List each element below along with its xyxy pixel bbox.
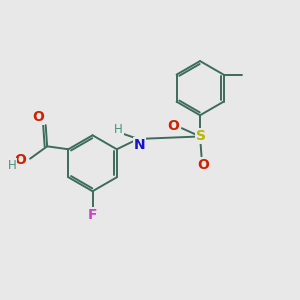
Text: O: O — [168, 119, 179, 133]
Text: H: H — [8, 159, 16, 172]
Text: N: N — [134, 138, 145, 152]
Text: S: S — [196, 130, 206, 143]
Text: O: O — [32, 110, 44, 124]
Text: O: O — [15, 153, 27, 167]
Text: O: O — [197, 158, 209, 172]
Text: F: F — [88, 208, 97, 222]
Text: H: H — [114, 123, 123, 136]
